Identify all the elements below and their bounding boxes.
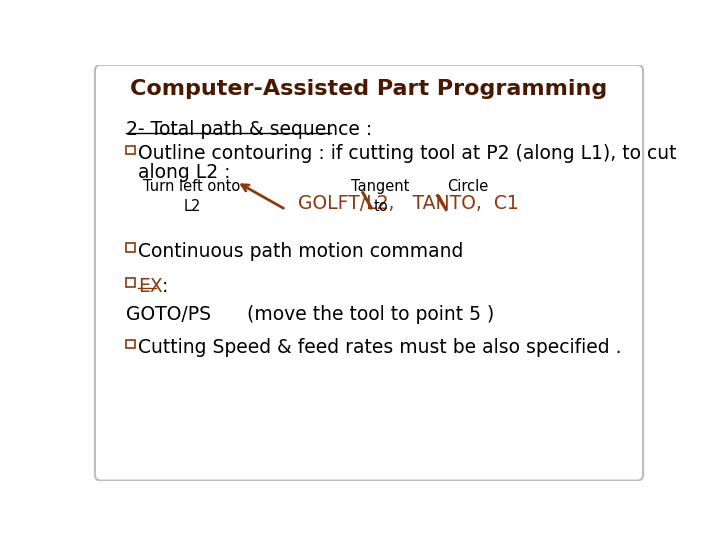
Text: Outline contouring : if cutting tool at P2 (along L1), to cut: Outline contouring : if cutting tool at … — [138, 144, 677, 163]
FancyBboxPatch shape — [95, 65, 643, 481]
Bar — [127, 278, 135, 287]
Text: Circle: Circle — [447, 179, 488, 194]
Text: Continuous path motion command: Continuous path motion command — [138, 242, 464, 261]
Bar — [127, 244, 135, 252]
Text: Computer-Assisted Part Programming: Computer-Assisted Part Programming — [130, 79, 608, 99]
Bar — [127, 146, 135, 154]
Text: GOTO/PS      (move the tool to point 5 ): GOTO/PS (move the tool to point 5 ) — [127, 305, 495, 324]
Text: :: : — [156, 276, 168, 295]
Text: Tangent
to: Tangent to — [351, 179, 410, 213]
Bar — [127, 340, 135, 348]
Text: Turn left onto
L2: Turn left onto L2 — [143, 179, 240, 213]
Text: Cutting Speed & feed rates must be also specified .: Cutting Speed & feed rates must be also … — [138, 338, 621, 357]
Text: 2- Total path & sequence :: 2- Total path & sequence : — [127, 120, 373, 139]
Text: GOLFT/L2,   TANTO,  C1: GOLFT/L2, TANTO, C1 — [298, 194, 519, 213]
Text: along L2 :: along L2 : — [138, 164, 230, 183]
Text: EX: EX — [138, 276, 163, 295]
